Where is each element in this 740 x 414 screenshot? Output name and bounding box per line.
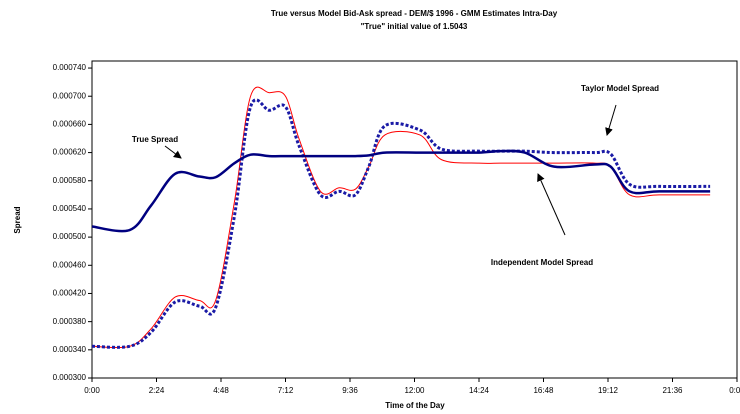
annotation-arrow (164, 145, 182, 159)
y-tick-label: 0.000340 (53, 345, 87, 354)
y-tick-label: 0.000540 (53, 204, 87, 213)
y-tick-label: 0.000380 (53, 317, 87, 326)
y-tick-label: 0.000700 (53, 91, 87, 100)
series-line (91, 98, 711, 349)
annotation-arrow (605, 104, 617, 136)
y-tick-label: 0.000580 (53, 176, 87, 185)
y-tick-label: 0.000420 (53, 289, 87, 298)
y-tick-label: 0.000500 (53, 232, 87, 241)
chart-subtitle: "True" initial value of 1.5043 (361, 22, 468, 31)
x-tick-label: 0:00 (729, 386, 740, 395)
x-tick-label: 9:36 (342, 386, 358, 395)
annotation-arrow (537, 173, 566, 236)
x-tick-label: 16:48 (533, 386, 554, 395)
y-tick-label: 0.000300 (53, 373, 87, 382)
x-tick-label: 4:48 (213, 386, 229, 395)
x-tick-label: 19:12 (598, 386, 619, 395)
x-tick-label: 12:00 (404, 386, 425, 395)
y-tick-label: 0.000620 (53, 148, 87, 157)
x-tick-label: 7:12 (278, 386, 294, 395)
annotation: Independent Model Spread (491, 258, 593, 267)
y-tick-label: 0.000660 (53, 120, 87, 129)
x-tick-label: 0:00 (84, 386, 100, 395)
plot-frame (91, 60, 738, 379)
series-line (91, 149, 711, 233)
x-tick-label: 2:24 (149, 386, 165, 395)
x-axis-label: Time of the Day (385, 401, 445, 410)
y-axis-label: Spread (13, 206, 22, 233)
chart-title: True versus Model Bid-Ask spread - DEM/$… (271, 9, 558, 18)
x-tick-label: 21:36 (662, 386, 683, 395)
annotation: Taylor Model Spread (581, 84, 659, 93)
y-tick-label: 0.000460 (53, 260, 87, 269)
y-tick-label: 0.000740 (53, 63, 87, 72)
annotation: True Spread (132, 135, 178, 144)
series-line (91, 86, 711, 349)
x-tick-label: 14:24 (469, 386, 490, 395)
